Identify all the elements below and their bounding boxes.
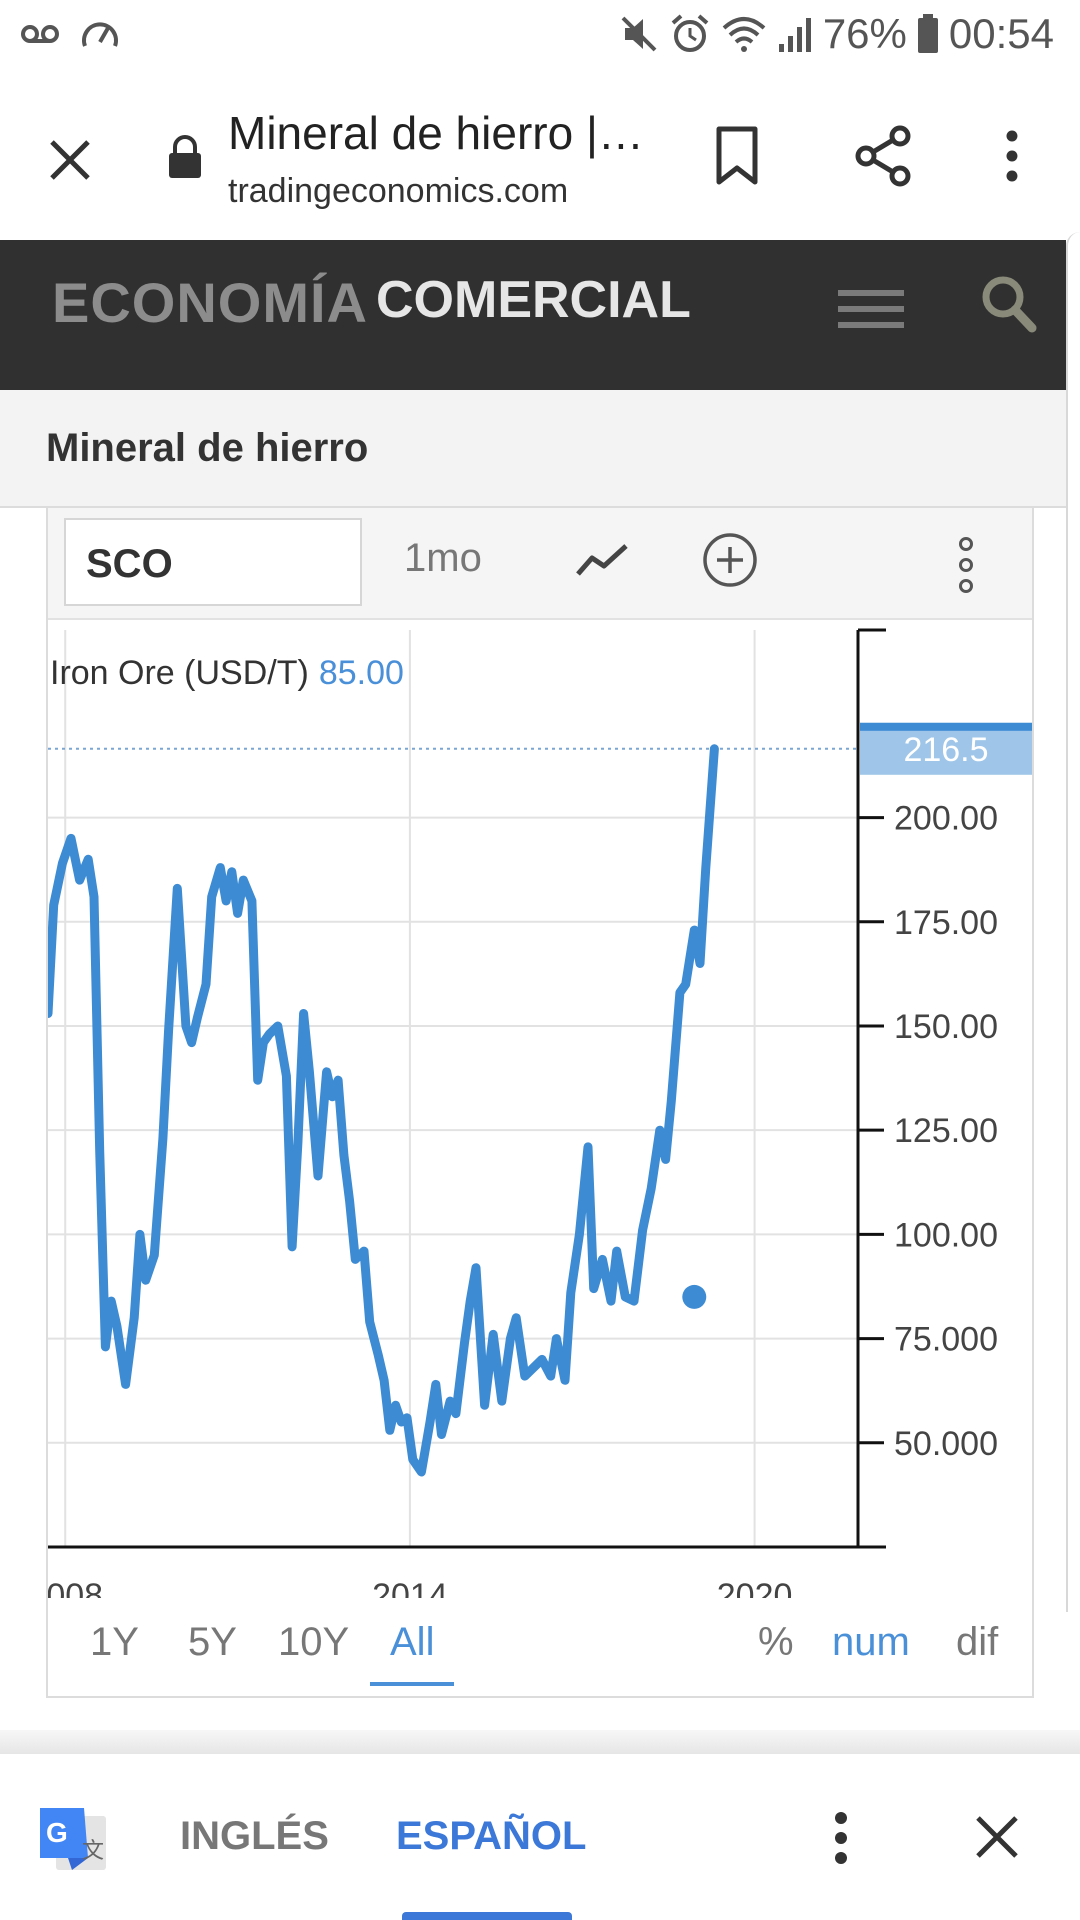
x-tick-label: 2014 — [372, 1577, 448, 1598]
title-strip: Mineral de hierro — [0, 390, 1066, 508]
lang-target-tab[interactable]: ESPAÑOL — [396, 1814, 587, 1858]
y-tick-label: 100.00 — [894, 1216, 998, 1254]
series-legend: Iron Ore (USD/T) 85.00 — [50, 654, 404, 692]
range-1y[interactable]: 1Y — [90, 1620, 139, 1664]
y-tick-label: 50.000 — [894, 1425, 998, 1463]
period-selector[interactable]: 1mo — [404, 536, 482, 580]
more-vert-icon[interactable] — [992, 126, 1032, 186]
y-tick-label: 125.00 — [894, 1112, 998, 1150]
y-tick-label: 150.00 — [894, 1008, 998, 1046]
active-lang-indicator — [402, 1912, 572, 1920]
svg-text:文: 文 — [82, 1839, 104, 1864]
range-10y[interactable]: 10Y — [278, 1620, 350, 1664]
speedometer-icon — [82, 22, 118, 47]
add-circle-icon[interactable] — [700, 530, 760, 590]
price-chart[interactable]: 200.00 175.00 150.00 125.00 100.00 75.000 50.0… — [48, 622, 1032, 1598]
mode-num[interactable]: num — [832, 1620, 910, 1664]
battery-icon — [917, 14, 938, 53]
clock: 00:54 — [948, 10, 1054, 57]
site-logo-part1[interactable]: ECONOMÍA — [52, 271, 368, 334]
y-tick-label: 75.000 — [894, 1321, 998, 1359]
series-legend-name: Iron Ore (USD/T) — [50, 654, 309, 692]
y-tick-label: 175.00 — [894, 904, 998, 942]
share-icon[interactable] — [852, 124, 914, 188]
range-active-underline — [370, 1682, 454, 1686]
range-5y[interactable]: 5Y — [188, 1620, 237, 1664]
series-legend-value: 85.00 — [319, 654, 404, 692]
more-vert-icon[interactable] — [946, 532, 986, 598]
series-line — [48, 744, 719, 1477]
bookmark-icon[interactable] — [712, 124, 762, 188]
close-icon[interactable] — [40, 130, 100, 190]
page-title: Mineral de hierro — [46, 426, 369, 470]
voicemail-icon — [21, 25, 59, 43]
translate-bar: G 文 INGLÉS ESPAÑOL — [0, 1754, 1080, 1920]
signal-icon — [778, 18, 811, 52]
last-value-box-accent — [860, 722, 1032, 731]
lang-source-tab[interactable]: INGLÉS — [180, 1814, 329, 1858]
browser-toolbar: Mineral de hierro |… tradingeconomics.co… — [0, 78, 1080, 240]
x-axis-ticks: 2008 2014 2020 — [48, 1577, 792, 1598]
last-value-label: 216.5 — [903, 731, 988, 769]
chart-toolbar: SCO 1mo — [48, 508, 1032, 620]
site-logo-part2[interactable]: COMERCIAL — [376, 271, 691, 329]
svg-text:G: G — [46, 1817, 68, 1848]
last-value-box — [860, 722, 1032, 775]
symbol-input[interactable]: SCO — [64, 518, 362, 606]
wifi-icon — [722, 17, 766, 52]
mode-percent[interactable]: % — [758, 1620, 794, 1664]
google-translate-icon[interactable]: G 文 — [38, 1804, 108, 1874]
mute-icon — [621, 16, 657, 52]
y-tick-label: 200.00 — [894, 800, 998, 838]
status-bar: 76% 00:54 — [0, 0, 1080, 78]
x-tick-label: 2020 — [717, 1577, 793, 1598]
chart-card: SCO 1mo 200.00 175.00 150.00 125.00 100.00 75… — [46, 508, 1034, 1698]
range-selector: 1Y 5Y 10Y All % num dif — [48, 1598, 1032, 1688]
hamburger-icon[interactable] — [838, 280, 908, 350]
y-axis-ticks: 200.00 175.00 150.00 125.00 100.00 75.000 50.0… — [858, 800, 998, 1463]
alarm-icon — [671, 14, 709, 52]
battery-percent: 76% — [822, 10, 907, 57]
close-icon[interactable] — [970, 1810, 1024, 1864]
page-title-tab: Mineral de hierro |… — [228, 107, 644, 159]
lock-icon — [169, 135, 201, 178]
range-all[interactable]: All — [390, 1620, 435, 1664]
page-edge — [1066, 232, 1080, 1612]
line-chart-icon[interactable] — [574, 536, 632, 586]
divider — [0, 1730, 1080, 1754]
search-icon[interactable] — [978, 272, 1038, 336]
hover-marker — [682, 1284, 707, 1309]
more-vert-icon[interactable] — [826, 1808, 856, 1868]
mode-dif[interactable]: dif — [956, 1620, 999, 1664]
site-header: ECONOMÍA COMERCIAL — [0, 240, 1066, 390]
url-label[interactable]: tradingeconomics.com — [228, 172, 569, 210]
x-tick-label: 2008 — [48, 1577, 103, 1598]
